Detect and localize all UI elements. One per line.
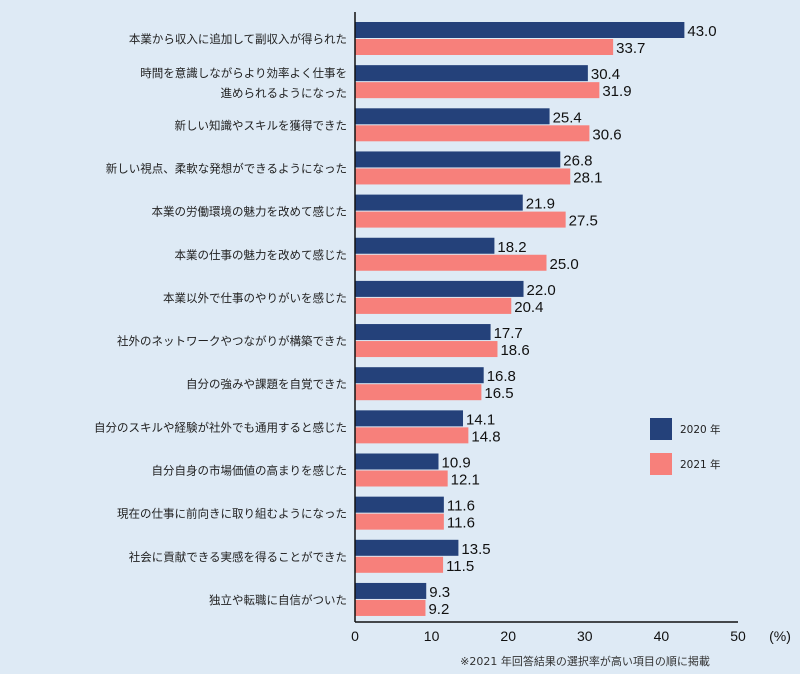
legend-swatch <box>650 418 672 440</box>
category-label: 独立や転職に自信がついた <box>209 593 347 607</box>
data-label: 16.8 <box>487 368 516 385</box>
footnote: ※2021 年回答結果の選択率が高い項目の順に掲載 <box>460 654 710 668</box>
data-label: 21.9 <box>526 196 555 213</box>
bar-2021 <box>355 470 448 487</box>
category-label: 自分の強みや課題を自覚できた <box>186 377 347 391</box>
legend-swatch <box>650 453 672 475</box>
bar-2021 <box>355 254 547 271</box>
legend-label: 2020 年 <box>680 423 721 436</box>
data-label: 28.1 <box>573 169 602 186</box>
category-label: 社外のネットワークやつながりが構築できた <box>117 334 347 348</box>
bar-2021 <box>355 125 590 142</box>
legend-label: 2021 年 <box>680 458 721 471</box>
x-tick-label: 50 <box>730 628 746 644</box>
x-tick-label: 30 <box>577 628 593 644</box>
data-label: 27.5 <box>569 213 598 230</box>
x-tick-label: 20 <box>500 628 516 644</box>
data-label: 12.1 <box>451 472 480 489</box>
bar-2020 <box>355 453 439 470</box>
data-label: 22.0 <box>527 282 556 299</box>
bar-2021 <box>355 39 614 55</box>
data-label: 17.7 <box>494 325 523 342</box>
data-label: 26.8 <box>563 152 592 169</box>
data-label: 25.0 <box>550 256 579 273</box>
category-label: 新しい視点、柔軟な発想ができるようになった <box>106 161 347 175</box>
category-label: 本業の労働環境の魅力を改めて感じた <box>152 205 348 219</box>
x-tick-label: 40 <box>654 628 670 644</box>
data-label: 18.2 <box>497 239 526 256</box>
data-label: 18.6 <box>500 342 529 359</box>
data-label: 16.5 <box>484 385 513 402</box>
category-label: 本業から収入に追加して副収入が得られた <box>129 32 347 46</box>
category-label: 新しい知識やスキルを獲得できた <box>175 118 348 132</box>
data-label: 14.1 <box>466 411 495 428</box>
bar-2021 <box>355 341 498 358</box>
data-label: 30.6 <box>592 126 621 143</box>
category-label: 現在の仕事に前向きに取り組むようになった <box>117 507 347 521</box>
x-unit-label: (%) <box>769 628 791 644</box>
data-label: 11.6 <box>447 498 475 515</box>
bar-2020 <box>355 539 459 556</box>
bar-2020 <box>355 280 524 297</box>
bar-2021 <box>355 513 444 530</box>
data-label: 14.8 <box>471 428 500 445</box>
bar-2020 <box>355 151 561 168</box>
bar-2020 <box>355 22 685 38</box>
data-label: 43.0 <box>687 23 716 40</box>
data-label: 25.4 <box>553 109 582 126</box>
category-label: 時間を意識しながらより効率よく仕事を <box>140 66 347 80</box>
category-label: 自分自身の市場価値の高まりを感じた <box>152 464 348 478</box>
data-label: 10.9 <box>441 455 470 472</box>
bar-2020 <box>355 582 427 599</box>
data-label: 33.7 <box>616 40 645 57</box>
bar-2020 <box>355 108 550 125</box>
category-label: 進められるようになった <box>221 86 348 100</box>
data-label: 9.2 <box>428 601 449 618</box>
category-label: 本業の仕事の魅力を改めて感じた <box>175 248 348 262</box>
data-label: 9.3 <box>429 584 450 601</box>
bar-2020 <box>355 324 491 341</box>
bar-2020 <box>355 237 495 254</box>
category-label: 本業以外で仕事のやりがいを感じた <box>163 291 347 305</box>
data-label: 13.5 <box>461 541 490 558</box>
bar-2021 <box>355 384 482 401</box>
bar-2021 <box>355 599 426 616</box>
bar-2021 <box>355 168 571 185</box>
bar-2021 <box>355 427 469 444</box>
data-label: 11.6 <box>447 515 475 532</box>
x-tick-label: 0 <box>351 628 359 644</box>
bar-2021 <box>355 82 600 99</box>
data-label: 30.4 <box>591 66 620 83</box>
bar-2021 <box>355 211 566 228</box>
category-label: 自分のスキルや経験が社外でも通用すると感じた <box>94 420 347 434</box>
data-label: 20.4 <box>514 299 543 316</box>
bar-2020 <box>355 65 588 82</box>
bar-2020 <box>355 367 484 384</box>
bar-2020 <box>355 496 444 513</box>
bar-2021 <box>355 556 444 573</box>
data-label: 11.5 <box>446 558 474 575</box>
category-label: 社会に貢献できる実感を得ることができた <box>129 550 347 564</box>
bar-2020 <box>355 194 523 211</box>
bar-2021 <box>355 297 512 314</box>
x-tick-label: 10 <box>424 628 440 644</box>
bar-2020 <box>355 410 464 427</box>
data-label: 31.9 <box>602 83 631 100</box>
